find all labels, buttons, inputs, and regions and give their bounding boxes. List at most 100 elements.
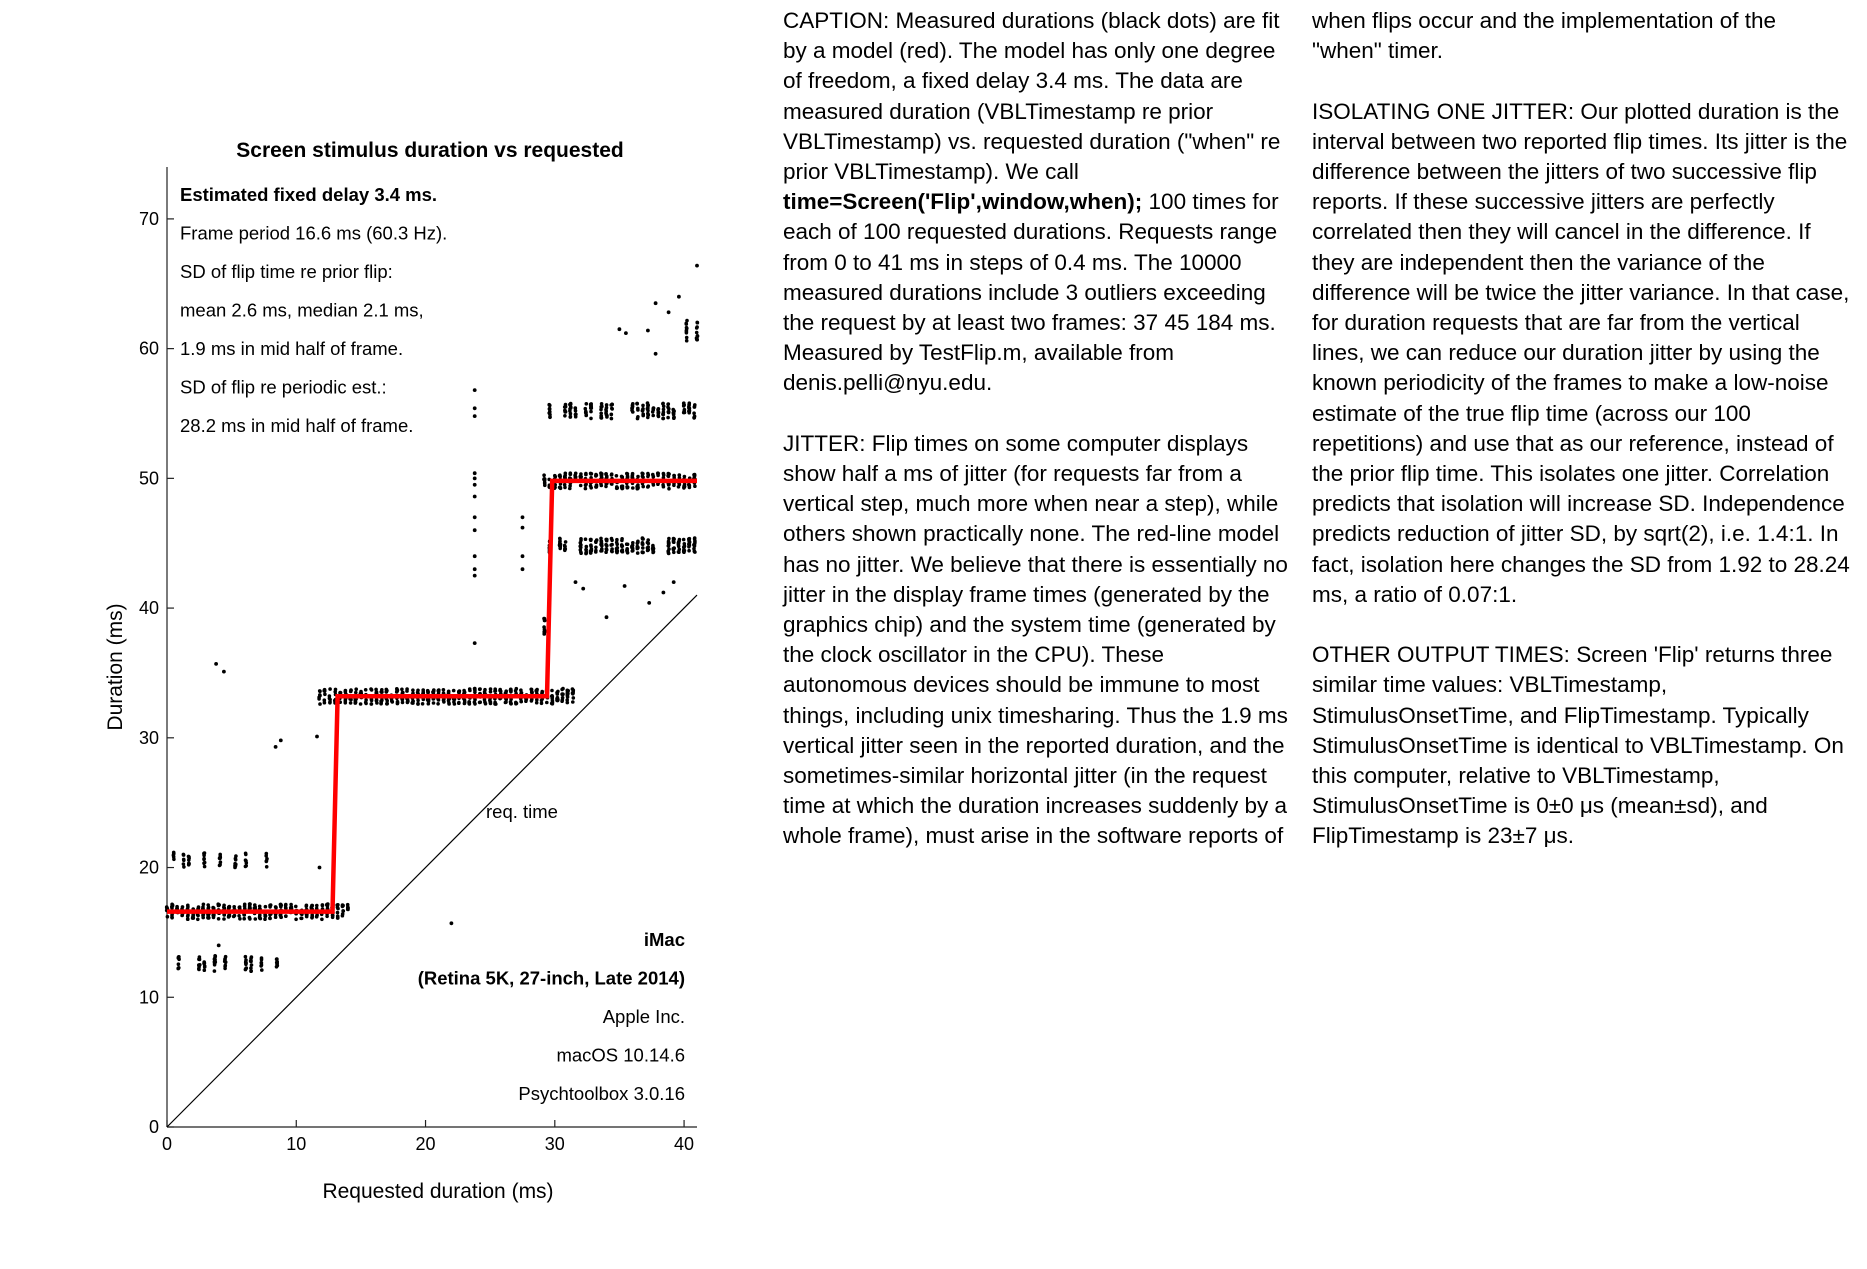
data-point (201, 905, 205, 909)
data-point (636, 415, 640, 419)
outlier-point (472, 471, 477, 476)
data-point (196, 917, 200, 922)
data-point (661, 402, 665, 406)
data-point (519, 691, 524, 695)
data-point (684, 335, 689, 340)
data-point (666, 539, 671, 544)
data-point (600, 548, 604, 553)
data-point (568, 402, 572, 407)
data-point (565, 698, 569, 702)
data-point (672, 550, 676, 555)
data-point (568, 484, 572, 488)
data-point (186, 913, 190, 917)
data-point (451, 688, 456, 693)
data-point (625, 474, 630, 478)
data-point (320, 903, 325, 908)
data-point (494, 702, 498, 706)
other-output-times-paragraph: OTHER OUTPUT TIMES: Screen 'Flip' return… (1312, 640, 1852, 851)
data-point (579, 537, 583, 541)
data-point (223, 963, 228, 968)
data-point (542, 480, 547, 485)
data-point (557, 473, 562, 478)
data-point (667, 536, 671, 541)
data-point (555, 698, 560, 703)
data-point (260, 968, 264, 972)
jitter-paragraph: JITTER: Flip times on some computer disp… (783, 429, 1288, 852)
data-point (682, 474, 687, 479)
data-point (534, 700, 539, 705)
data-point (682, 545, 686, 549)
data-point (589, 486, 593, 490)
outlier-point (653, 351, 658, 356)
data-point (636, 474, 640, 479)
data-point (421, 690, 426, 695)
data-point (682, 486, 686, 490)
data-point (568, 407, 572, 411)
data-point (483, 687, 487, 692)
data-point (328, 697, 332, 702)
data-point (630, 403, 635, 408)
data-point (213, 954, 218, 958)
data-point (571, 696, 576, 700)
data-point (519, 699, 523, 704)
data-point (374, 687, 378, 692)
data-point (682, 482, 687, 487)
data-point (320, 917, 324, 922)
data-point (646, 411, 650, 416)
data-point (411, 699, 415, 704)
x-tick-label: 0 (162, 1134, 172, 1154)
outlier-point (472, 641, 477, 645)
duration-scatter-chart: Screen stimulus duration vs requested 0 1… (104, 139, 700, 1203)
data-point (588, 471, 593, 476)
data-point (498, 687, 503, 692)
data-point (540, 689, 544, 694)
chart-annotations: Estimated fixed delay 3.4 ms. Frame perio… (180, 184, 685, 1104)
data-point (514, 701, 518, 706)
data-point (202, 864, 207, 869)
caption-paragraph: CAPTION: Measured durations (black dots)… (783, 6, 1288, 399)
chart-title: Screen stimulus duration vs requested (236, 139, 623, 162)
data-point (232, 913, 237, 918)
data-point (651, 406, 656, 410)
data-point (651, 472, 655, 477)
data-point (693, 539, 697, 543)
data-point (671, 540, 676, 544)
data-point (604, 547, 609, 552)
data-point (682, 410, 687, 415)
data-point (274, 957, 279, 961)
device-line: Apple Inc. (603, 1006, 685, 1027)
data-point (641, 408, 645, 413)
data-point (594, 473, 599, 478)
outlier-point (520, 515, 525, 520)
data-point (330, 913, 335, 917)
outlier-point (661, 590, 666, 595)
y-tick-label: 20 (139, 858, 159, 878)
data-point (666, 415, 670, 420)
data-point (677, 550, 681, 554)
data-point (661, 484, 666, 489)
data-point (211, 915, 216, 920)
data-point (599, 407, 603, 412)
data-point (594, 548, 598, 553)
data-point (687, 484, 692, 488)
data-point (335, 905, 340, 910)
data-point (571, 700, 575, 704)
data-point (684, 325, 689, 330)
data-point (584, 410, 588, 415)
data-point (560, 687, 564, 692)
data-point (615, 485, 619, 489)
outlier-point (273, 745, 278, 749)
outlier-point (666, 310, 671, 315)
data-point (514, 686, 519, 691)
y-tick-label: 70 (139, 209, 159, 229)
data-point (646, 404, 650, 408)
data-point (336, 916, 340, 920)
outlier-point (624, 331, 628, 335)
data-point (646, 474, 650, 479)
data-point (318, 702, 322, 706)
data-point (562, 475, 567, 479)
data-point (563, 409, 567, 413)
data-point (589, 538, 593, 542)
data-point (610, 549, 614, 554)
data-point (390, 700, 395, 704)
